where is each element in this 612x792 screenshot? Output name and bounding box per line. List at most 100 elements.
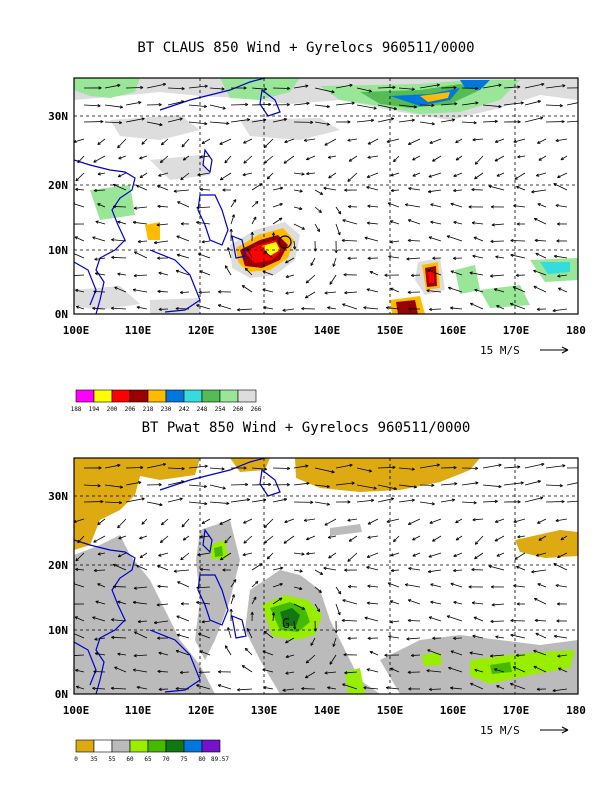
wind-vector (157, 185, 169, 191)
wind-vector-head (562, 84, 566, 88)
wind-vector-head (97, 172, 101, 176)
top-gyre-marker (278, 235, 292, 249)
wind-vector (146, 501, 163, 506)
wind-vector-head (455, 139, 459, 144)
wind-vector-head (176, 253, 181, 257)
wind-vector-head (432, 636, 436, 640)
wind-vector-head (384, 653, 388, 657)
wind-vector (158, 552, 169, 557)
wind-vector (97, 172, 106, 175)
wind-vector (405, 204, 421, 208)
wind-vector-head (537, 140, 541, 144)
wind-vector (198, 633, 211, 639)
wind-vector (560, 155, 568, 161)
wind-vector-head (510, 633, 514, 637)
wind-vector (533, 270, 547, 276)
wind-vector (146, 83, 166, 89)
wind-vector-head (351, 101, 355, 105)
wind-vector (139, 155, 148, 159)
wind-vector (133, 654, 148, 657)
wind-vector (453, 601, 463, 605)
wind-vector-head (385, 306, 390, 310)
wind-vector (432, 155, 442, 162)
wind-vector-head (432, 256, 436, 260)
wind-vector (412, 155, 421, 161)
colorbar-label: 75 (180, 756, 188, 763)
wind-vector (328, 172, 337, 179)
wind-vector (324, 138, 337, 146)
wind-vector-head (118, 536, 122, 540)
bottom-gyre-marker: G (282, 617, 290, 632)
wind-vector (196, 601, 211, 605)
wind-vector-head (92, 686, 96, 691)
top-colorbar: 188 194 200 206 218 230 242 248 254 260 266 (71, 389, 262, 413)
colorbar-label: 60 (126, 756, 134, 763)
wind-vector (356, 104, 377, 109)
wind-vector-head (559, 483, 563, 488)
wind-vector-head (326, 122, 330, 126)
wind-vector (488, 185, 505, 191)
wind-vector-head (316, 608, 320, 612)
wind-vector (367, 205, 379, 208)
wind-vector (494, 668, 505, 673)
wind-vector (472, 255, 484, 259)
top-lon-label: 180 (566, 324, 586, 337)
colorbar-label: 188 (71, 406, 82, 413)
wind-vector-head (410, 653, 414, 658)
wind-vector (146, 463, 166, 469)
wind-vector (471, 602, 484, 605)
wind-vector-head (177, 201, 181, 205)
wind-vector-head (323, 566, 327, 570)
wind-vector (305, 671, 316, 679)
wind-vector (533, 665, 547, 673)
wind-vector (536, 172, 547, 177)
wind-vector (555, 204, 568, 208)
wind-vector (160, 535, 169, 543)
wind-vector (314, 603, 320, 612)
wind-vector (490, 654, 505, 657)
wind-vector-head (491, 223, 495, 227)
wind-vector-head (516, 565, 520, 570)
wind-vector (117, 138, 127, 149)
wind-vector (272, 583, 283, 588)
wind-vector (201, 240, 211, 243)
wind-vector-head (347, 558, 351, 562)
wind-vector-head (117, 463, 121, 468)
bottom-lon-label: 140E (314, 704, 341, 717)
wind-vector (284, 138, 295, 143)
wind-vector (455, 535, 463, 541)
wind-vector (446, 235, 463, 242)
wind-vector-head (556, 602, 560, 606)
wind-vector-head (327, 686, 331, 690)
wind-vector (366, 668, 379, 673)
colorbar-label: 266 (251, 406, 262, 413)
wind-vector-head (555, 138, 559, 143)
wind-vector-head (279, 202, 283, 207)
wind-vector (367, 535, 379, 539)
wind-vector (154, 240, 169, 244)
wind-vector (387, 202, 400, 208)
wind-vector (553, 183, 568, 191)
wind-vector-head (455, 157, 460, 161)
bottom-lon-label: 120E (188, 704, 215, 717)
top-lat-label: 30N (48, 110, 68, 123)
wind-vector (244, 647, 253, 656)
wind-vector (545, 85, 566, 89)
top-cloud-shading (74, 78, 578, 314)
wind-vector-head (282, 688, 286, 692)
wind-vector-head (310, 500, 314, 504)
wind-vector-head (533, 649, 537, 653)
top-lon-label: 130E (251, 324, 278, 337)
wind-vector (430, 583, 442, 588)
wind-vector (386, 138, 400, 143)
wind-vector-head (412, 537, 416, 541)
colorbar-label: 248 (197, 406, 208, 413)
top-lon-label: 140E (314, 324, 341, 337)
wind-vector (293, 465, 309, 469)
wind-vector (566, 482, 578, 486)
wind-vector-head (313, 628, 317, 632)
wind-vector (157, 205, 169, 208)
wind-vector-head (117, 220, 121, 224)
wind-vector (196, 221, 211, 225)
wind-vector-head (516, 185, 520, 190)
